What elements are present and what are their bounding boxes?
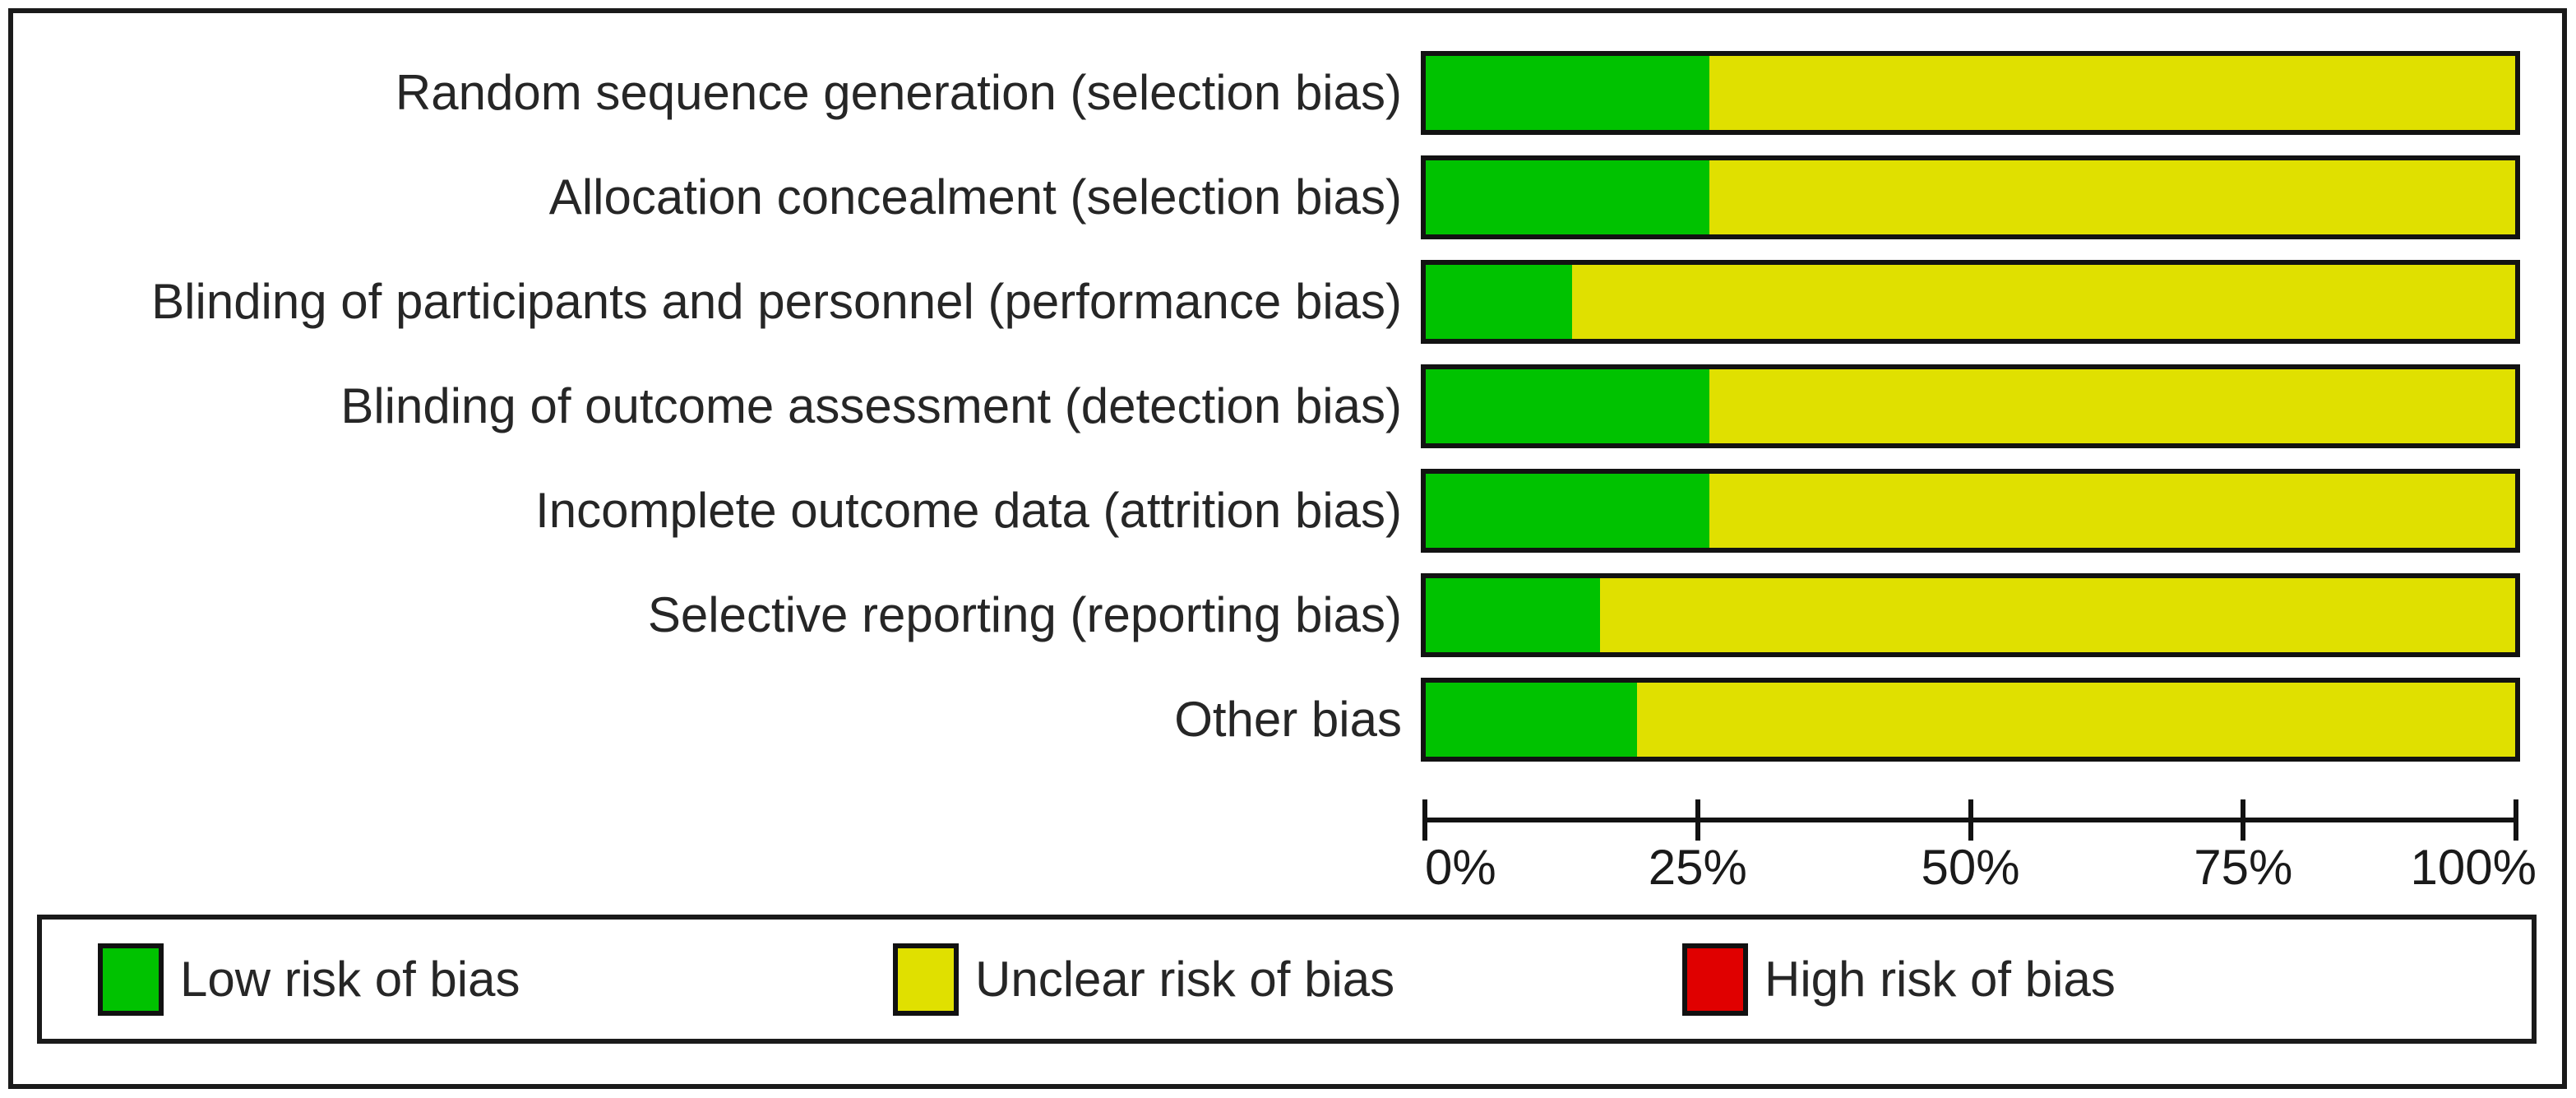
x-tick-mark (2241, 799, 2246, 841)
stacked-bar (1421, 573, 2520, 657)
category-label: Random sequence generation (selection bi… (395, 65, 1402, 120)
category-label: Blinding of outcome assessment (detectio… (340, 378, 1402, 433)
low-risk-segment (1426, 474, 1709, 548)
x-tick-label: 0% (1425, 840, 1496, 895)
stacked-bar (1421, 364, 2520, 448)
category-row: Selective reporting (reporting bias) (0, 573, 2576, 657)
category-row: Other bias (0, 678, 2576, 762)
low-risk-segment (1426, 578, 1600, 652)
category-label: Allocation concealment (selection bias) (548, 169, 1402, 225)
unclear-risk-segment (1600, 578, 2515, 652)
legend-item-low-risk: Low risk of bias (98, 920, 520, 1039)
x-tick-label: 100% (2410, 840, 2537, 895)
stacked-bar (1421, 51, 2520, 135)
low-risk-segment (1426, 56, 1709, 130)
x-tick-label: 75% (2194, 840, 2293, 895)
low-risk-segment (1426, 265, 1572, 339)
unclear-risk-segment (1637, 683, 2515, 757)
x-tick-mark (2514, 799, 2518, 841)
legend-label: Low risk of bias (180, 952, 520, 1007)
low-risk-segment (1426, 160, 1709, 234)
x-tick-label: 25% (1648, 840, 1747, 895)
unclear-risk-segment (1709, 369, 2515, 443)
legend-item-unclear-risk: Unclear risk of bias (893, 920, 1394, 1039)
low-risk-segment (1426, 683, 1638, 757)
x-tick-label: 50% (1921, 840, 2020, 895)
category-row: Blinding of outcome assessment (detectio… (0, 364, 2576, 448)
legend-label: Unclear risk of bias (975, 952, 1395, 1007)
unclear-risk-swatch (893, 943, 959, 1016)
high-risk-swatch (1682, 943, 1748, 1016)
x-tick-mark (1695, 799, 1700, 841)
category-row: Blinding of participants and personnel (… (0, 260, 2576, 344)
category-label: Blinding of participants and personnel (… (151, 274, 1402, 329)
category-row: Allocation concealment (selection bias) (0, 155, 2576, 239)
unclear-risk-segment (1709, 474, 2515, 548)
legend-label: High risk of bias (1764, 952, 2116, 1007)
low-risk-segment (1426, 369, 1709, 443)
legend-item-high-risk: High risk of bias (1682, 920, 2116, 1039)
x-tick-mark (1968, 799, 1973, 841)
legend: Low risk of bias Unclear risk of bias Hi… (37, 915, 2537, 1044)
stacked-bar (1421, 260, 2520, 344)
stacked-bar (1421, 678, 2520, 762)
unclear-risk-segment (1709, 56, 2515, 130)
unclear-risk-segment (1571, 265, 2515, 339)
category-label: Incomplete outcome data (attrition bias) (535, 483, 1402, 538)
stacked-bar (1421, 155, 2520, 239)
category-row: Incomplete outcome data (attrition bias) (0, 469, 2576, 553)
category-label: Selective reporting (reporting bias) (647, 587, 1402, 642)
low-risk-swatch (98, 943, 164, 1016)
category-row: Random sequence generation (selection bi… (0, 51, 2576, 135)
stacked-bar (1421, 469, 2520, 553)
unclear-risk-segment (1709, 160, 2515, 234)
x-tick-mark (1422, 799, 1427, 841)
category-label: Other bias (1174, 692, 1402, 747)
